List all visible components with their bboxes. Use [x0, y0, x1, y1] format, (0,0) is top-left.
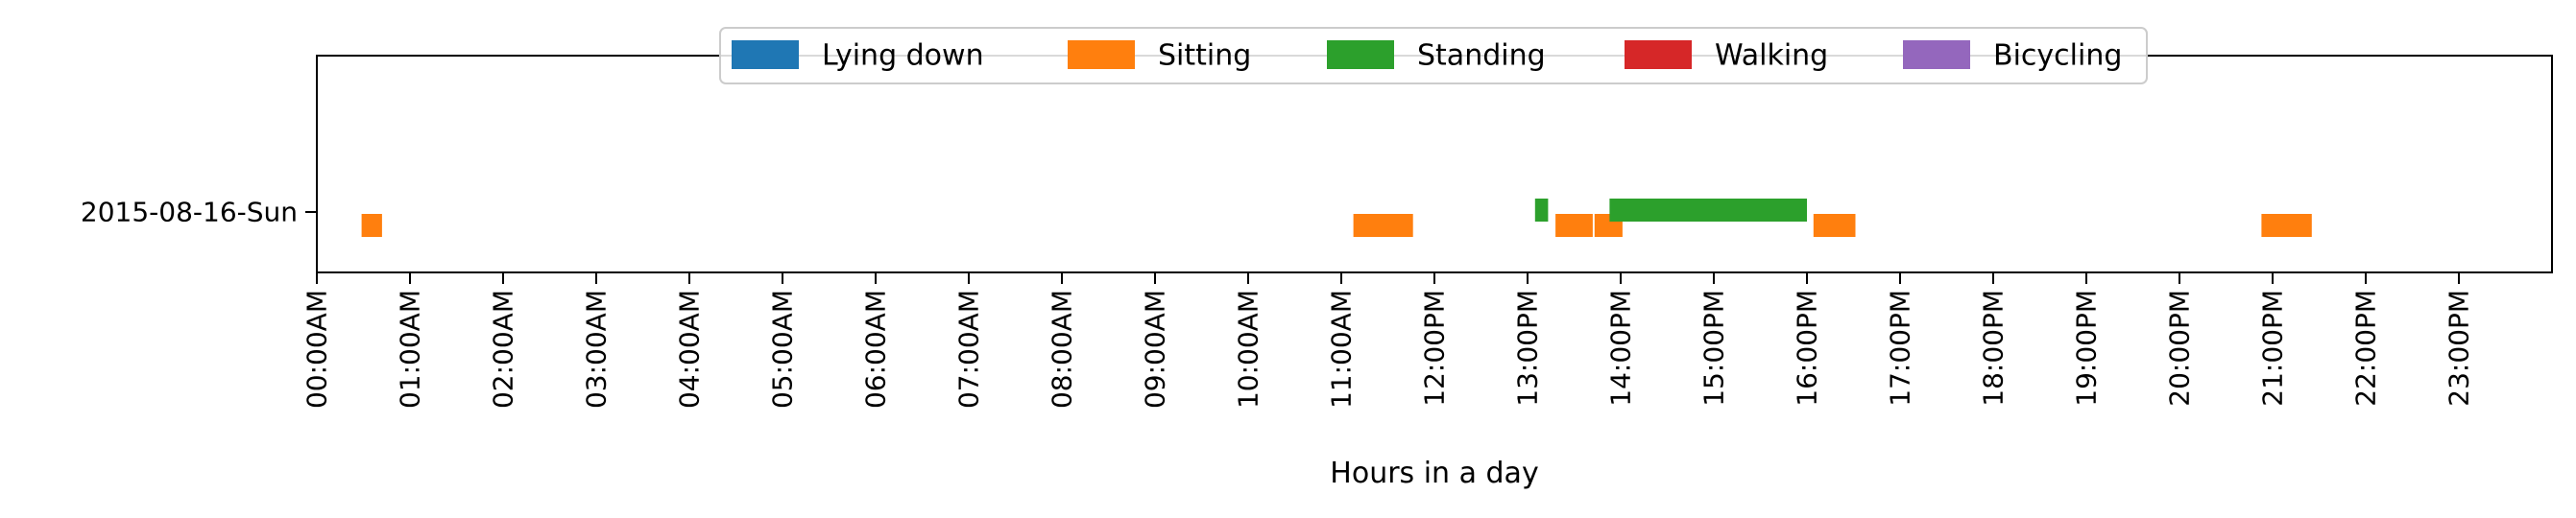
sitting-bar-2	[1555, 214, 1593, 237]
legend-label-bicycling: Bicycling	[1993, 39, 2122, 73]
sitting-bar-1	[1353, 214, 1413, 237]
x-axis: 00:00AM 01:00AM 02:00AM 03:00AM 04:00AM 05:00…	[301, 272, 2475, 409]
standing-bar-0	[1534, 199, 1549, 222]
legend-swatch-lying-down	[732, 40, 799, 69]
x-tick-label: 00:00AM	[301, 290, 333, 409]
x-tick-label: 09:00AM	[1140, 290, 1171, 409]
x-tick-label: 21:00PM	[2257, 290, 2289, 407]
x-tick-label: 16:00PM	[1792, 290, 1823, 407]
x-tick-label: 19:00PM	[2071, 290, 2103, 407]
x-axis-label: Hours in a day	[1330, 457, 1538, 490]
x-tick-label: 20:00PM	[2164, 290, 2196, 407]
legend-label-walking: Walking	[1715, 39, 1828, 73]
bars-layer	[361, 199, 2312, 237]
x-tick-label: 06:00AM	[860, 290, 892, 409]
legend: Lying down Sitting Standing Walking Bicyclin…	[719, 27, 2148, 84]
x-tick-label: 07:00AM	[953, 290, 985, 409]
x-tick-label: 04:00AM	[674, 290, 706, 409]
y-tick-label: 2015-08-16-Sun	[81, 197, 298, 228]
x-tick-label: 17:00PM	[1885, 290, 1916, 407]
x-tick-label: 13:00PM	[1512, 290, 1544, 407]
x-tick-label: 10:00AM	[1233, 290, 1264, 409]
x-tick-label: 15:00PM	[1698, 290, 1730, 407]
sitting-bar-0	[361, 214, 382, 237]
sitting-bar-5	[2261, 214, 2312, 237]
legend-label-sitting: Sitting	[1158, 39, 1251, 73]
legend-swatch-standing	[1327, 40, 1394, 69]
x-tick-label: 01:00AM	[395, 290, 426, 409]
legend-label-standing: Standing	[1417, 39, 1546, 73]
x-tick-label: 03:00AM	[581, 290, 613, 409]
standing-bar-1	[1609, 199, 1807, 222]
x-tick-label: 02:00AM	[488, 290, 519, 409]
x-tick-label: 22:00PM	[2350, 290, 2382, 407]
legend-swatch-walking	[1625, 40, 1692, 69]
y-axis: 2015-08-16-Sun	[81, 197, 317, 228]
x-tick-label: 14:00PM	[1605, 290, 1637, 407]
legend-label-lying-down: Lying down	[822, 39, 984, 73]
legend-swatch-sitting	[1068, 40, 1135, 69]
x-tick-label: 05:00AM	[767, 290, 799, 409]
x-tick-label: 12:00PM	[1419, 290, 1451, 407]
x-tick-label: 11:00AM	[1326, 290, 1358, 409]
sitting-bar-4	[1813, 214, 1856, 237]
x-tick-label: 08:00AM	[1047, 290, 1078, 409]
legend-swatch-bicycling	[1903, 40, 1970, 69]
x-tick-label: 18:00PM	[1978, 290, 2010, 407]
x-tick-label: 23:00PM	[2444, 290, 2475, 407]
